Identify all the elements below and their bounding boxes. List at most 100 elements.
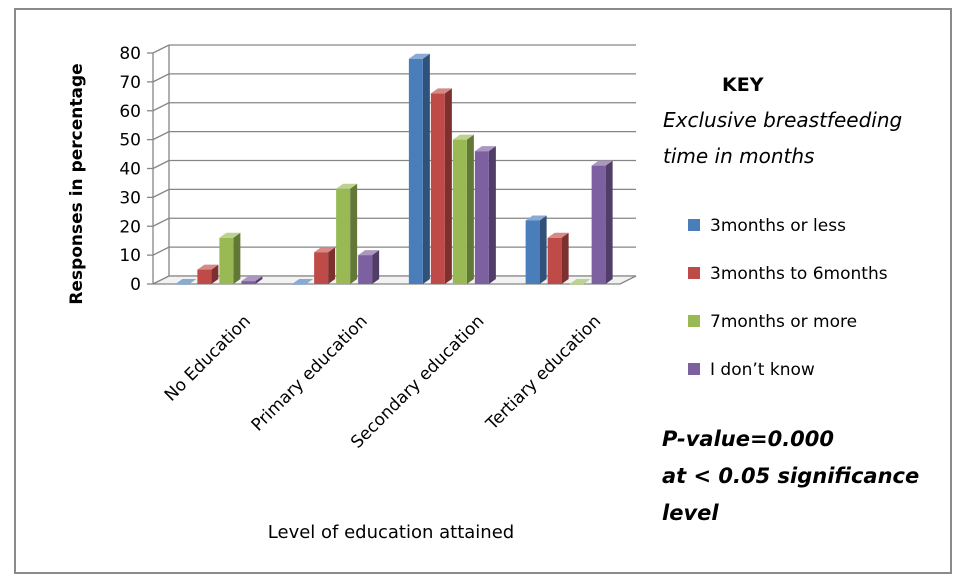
bar-top (430, 88, 452, 94)
bar-front (591, 165, 606, 284)
bar (197, 264, 219, 284)
x-tick-label: No Education (161, 311, 255, 405)
bar-front (175, 284, 190, 285)
legend-subtitle-line2: time in months (663, 144, 814, 168)
gridline-side (152, 102, 170, 112)
y-tick-label: 40 (119, 160, 141, 180)
bar-side (444, 88, 452, 284)
bar-front (292, 284, 307, 285)
bar-side (372, 250, 380, 284)
y-tick-label: 10 (119, 246, 141, 266)
legend-swatch (688, 219, 700, 231)
y-tick-label: 70 (119, 73, 141, 93)
y-tick-label: 60 (119, 102, 141, 122)
bar-top (336, 183, 358, 189)
bar-top (197, 264, 219, 270)
x-tick-label: Secondary education (347, 311, 488, 452)
legend-item-label: 7months or more (710, 312, 857, 332)
bar-front (219, 237, 234, 284)
legend-swatch (688, 315, 700, 327)
bar-side (605, 160, 613, 284)
bar-top (547, 232, 569, 238)
bar-front (241, 281, 256, 284)
legend: KEY Exclusive breastfeeding time in mont… (663, 74, 902, 380)
bar-front (452, 139, 467, 284)
bar (569, 279, 591, 285)
bar-side (539, 215, 547, 284)
bar (241, 276, 263, 284)
gridline-side (152, 159, 170, 170)
bar-top (474, 146, 496, 152)
legend-item-label: 3months to 6months (710, 264, 888, 284)
bar-front (197, 269, 212, 284)
bar (547, 232, 569, 284)
bar-side (422, 53, 430, 285)
legend-item-label: I don’t know (710, 360, 815, 380)
bar-front (569, 284, 584, 285)
x-axis-label: Level of education attained (268, 522, 514, 543)
bar-front (408, 58, 423, 285)
bar (408, 53, 430, 285)
bar (430, 88, 452, 284)
legend-swatch (688, 363, 700, 375)
bar-top (525, 215, 547, 221)
bar (358, 250, 380, 284)
gridline-side (152, 217, 170, 227)
gridline-side (152, 131, 170, 141)
annotation-line1: P-value=0.000 (662, 427, 834, 451)
bar-side (350, 183, 358, 284)
bar-top (591, 160, 613, 166)
gridline-side (152, 188, 170, 198)
legend-swatch (688, 267, 700, 279)
y-tick-label: 30 (119, 188, 141, 208)
bar (314, 247, 336, 284)
bar (525, 215, 547, 284)
bar-top (569, 279, 591, 284)
bar (292, 279, 314, 285)
y-tick-label: 20 (119, 217, 141, 237)
bar-side (488, 146, 496, 284)
bar-top (219, 232, 241, 238)
bar (474, 146, 496, 284)
bar-top (292, 279, 314, 284)
legend-title: KEY (722, 74, 764, 96)
x-tick-label: Primary education (248, 311, 372, 435)
bar (336, 183, 358, 284)
gridline-side (152, 73, 170, 83)
bar-top (358, 250, 380, 256)
bar-top (314, 247, 336, 253)
annotation-line2: at < 0.05 significance (662, 464, 919, 488)
bar-front (314, 252, 329, 284)
bar (175, 279, 197, 285)
y-axis-label: Responses in percentage (67, 63, 87, 304)
bars (175, 53, 613, 285)
x-tick-label: Tertiary education (482, 311, 605, 434)
p-value-annotation: P-value=0.000 at < 0.05 significance lev… (662, 427, 919, 525)
bar-side (211, 264, 219, 284)
y-tick-label: 0 (130, 275, 141, 295)
annotation-line3: level (662, 501, 719, 525)
legend-subtitle-line1: Exclusive breastfeeding (663, 108, 902, 132)
bar-top (452, 134, 474, 140)
bar-top (241, 276, 263, 282)
bar-front (547, 237, 562, 284)
bar-side (466, 134, 474, 284)
y-tick-label: 50 (119, 131, 141, 151)
bar-front (525, 220, 540, 284)
bar-front (358, 255, 373, 284)
gridline-side (152, 246, 170, 256)
bar (219, 232, 241, 284)
bar-front (430, 93, 445, 284)
bar (591, 160, 613, 284)
y-tick-labels: 0 10 20 30 40 50 60 70 80 (119, 44, 141, 295)
bar-side (328, 247, 336, 284)
bar-top (408, 53, 430, 59)
legend-item-label: 3months or less (710, 216, 846, 236)
gridline-side (152, 44, 170, 54)
bar (452, 134, 474, 284)
y-tick-label: 80 (119, 44, 141, 64)
bar-front (474, 151, 489, 284)
bar-front (336, 188, 351, 284)
